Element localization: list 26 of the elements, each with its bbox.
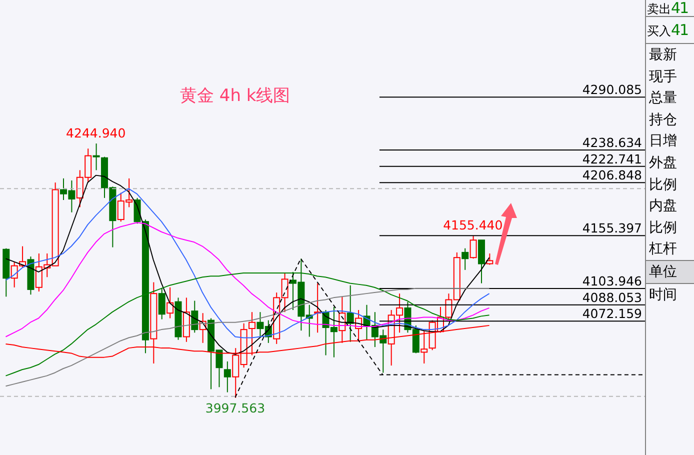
text: 总量 [648,89,678,108]
text: 内盘 [648,197,678,216]
text: 时间 [648,286,678,305]
ref-line-label: 4155.397 [582,220,642,236]
ref-line-label: 4103.946 [582,273,642,288]
ref-line-label: 4088.053 [582,290,642,305]
ref-line-label: 4206.848 [582,168,642,183]
text: 持仓 [648,110,678,130]
text: 杠杆 [648,240,678,260]
text: 单位 [646,260,694,284]
text: 最新 [648,46,678,65]
text: 比例 [648,176,678,195]
annotation: 4155.440 [443,218,503,233]
text: 日增 [648,132,678,152]
text: 现手 [648,68,678,87]
text: 比例 [648,218,678,238]
ref-line-label: 4290.085 [582,82,642,98]
text: 卖出41 [646,0,694,17]
text: 外盘 [648,154,678,173]
annotation: 3997.563 [205,400,266,416]
text: 买入41 [646,17,694,44]
annotation: 4244.940 [66,126,126,140]
ref-line-label: 4072.159 [582,306,642,322]
ref-line-label: 4238.634 [582,134,642,150]
text: 黄金 4h k线图 [180,85,290,107]
ref-line-label: 4222.741 [582,151,642,166]
